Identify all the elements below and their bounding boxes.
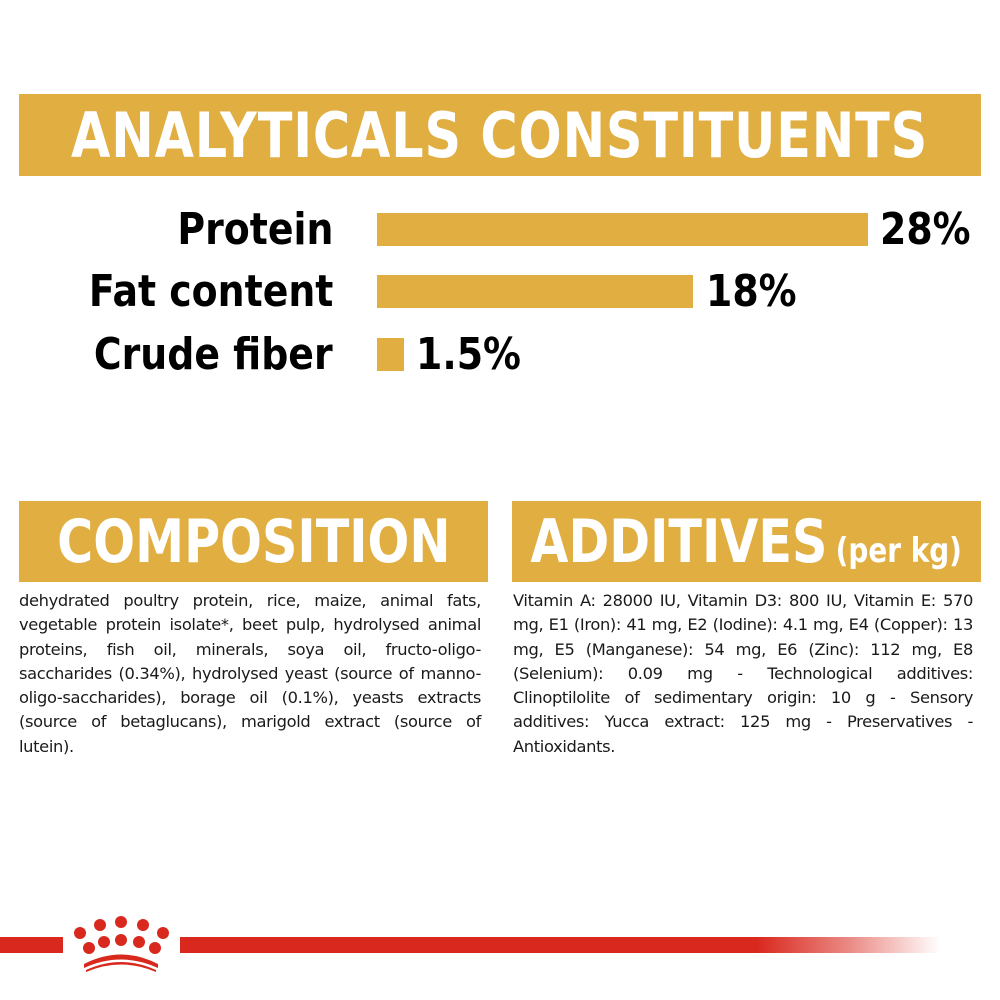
constituent-row-protein: Protein 28% [0, 200, 1000, 260]
constituent-value: 18% [706, 266, 797, 317]
footer-stripe-left [0, 937, 63, 953]
composition-text: dehydrated poultry protein, rice, maize,… [19, 591, 481, 756]
constituent-bar [377, 213, 868, 246]
constituent-value: 1.5% [416, 329, 521, 380]
analytics-title: ANALYTICALS CONSTITUENTS [71, 98, 929, 172]
constituent-bar [377, 338, 404, 371]
crown-logo-icon [74, 916, 169, 972]
footer-stripe-right [180, 937, 940, 953]
composition-banner: COMPOSITION [19, 501, 488, 582]
additives-title-group: ADDITIVES (per kg) [531, 507, 963, 577]
composition-title: COMPOSITION [56, 506, 451, 577]
additives-subtitle: (per kg) [835, 530, 963, 571]
constituent-bar [377, 275, 693, 308]
additives-banner: ADDITIVES (per kg) [512, 501, 981, 582]
constituent-row-fiber: Crude fiber 1.5% [0, 325, 1000, 385]
analytics-banner: ANALYTICALS CONSTITUENTS [19, 94, 981, 176]
additives-text: Vitamin A: 28000 IU, Vitamin D3: 800 IU,… [513, 591, 973, 756]
constituent-row-fat: Fat content 18% [0, 262, 1000, 322]
constituent-label: Protein [176, 204, 333, 255]
additives-title: ADDITIVES [530, 506, 828, 577]
constituent-label: Crude fiber [94, 329, 333, 380]
constituent-label: Fat content [88, 266, 333, 317]
constituent-value: 28% [880, 204, 971, 255]
